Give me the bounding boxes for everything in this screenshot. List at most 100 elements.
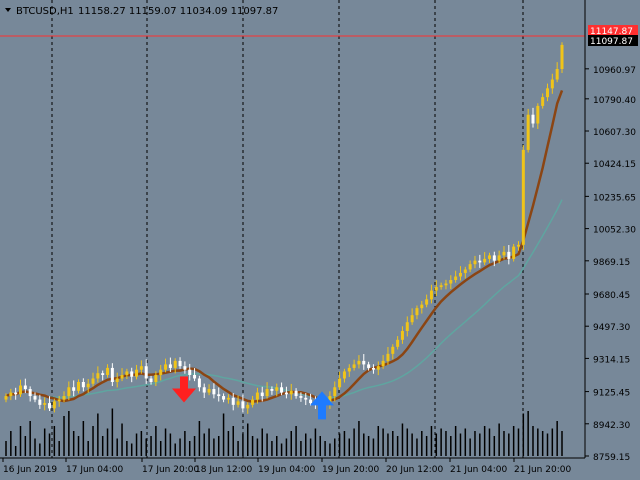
- y-tick-label: 9314.15: [593, 355, 630, 365]
- candle-body: [342, 371, 346, 379]
- candle-body: [536, 105, 540, 124]
- candle-body: [52, 401, 56, 409]
- y-tick-label: 9680.45: [593, 291, 630, 301]
- candle-body: [454, 276, 458, 281]
- y-tick-label: 8759.15: [593, 453, 630, 463]
- candle-body: [400, 331, 404, 340]
- volume-histogram: [5, 408, 563, 456]
- candle-body: [434, 287, 438, 291]
- sell-arrow-icon: [172, 376, 196, 403]
- candle-body: [207, 389, 211, 393]
- candle-body: [405, 322, 409, 332]
- candle-body: [483, 258, 487, 263]
- candle-body: [110, 367, 114, 382]
- x-tick-label: 20 Jun 12:00: [386, 465, 443, 475]
- moving-averages: [5, 89, 564, 403]
- candle-body: [222, 396, 226, 400]
- candle-body: [265, 389, 269, 397]
- candle-body: [9, 392, 13, 397]
- candle-body: [86, 383, 90, 388]
- candle-body: [473, 260, 477, 265]
- candle-body: [173, 360, 177, 368]
- candlestick-series: [4, 42, 564, 414]
- candle-body: [255, 392, 259, 400]
- candle-body: [135, 369, 139, 377]
- y-tick-label: 9869.15: [593, 258, 630, 268]
- candle-body: [521, 149, 525, 245]
- candle-body: [328, 396, 332, 405]
- candle-body: [81, 381, 85, 388]
- x-tick-label: 19 Jun 20:00: [322, 465, 379, 475]
- buy-arrow-icon: [310, 391, 334, 420]
- candle-body: [512, 246, 516, 259]
- candle-body: [357, 360, 361, 365]
- triangle-down-icon[interactable]: [5, 8, 11, 12]
- candle-body: [338, 378, 342, 388]
- candle-body: [91, 378, 95, 384]
- candle-body: [309, 399, 313, 404]
- candle-body: [57, 399, 61, 402]
- candle-body: [289, 390, 293, 395]
- y-tick-label: 10052.30: [593, 226, 636, 236]
- candle-body: [139, 366, 143, 370]
- candle-body: [541, 97, 545, 106]
- candle-body: [444, 283, 448, 286]
- y-tick-label: 10790.40: [593, 96, 636, 106]
- candle-body: [468, 264, 472, 270]
- candle-body: [231, 397, 235, 405]
- candle-body: [304, 397, 308, 400]
- candle-body: [492, 255, 496, 261]
- signal-arrows: [172, 376, 334, 420]
- chart-header: BTCUSD,H1 11158.27 11159.07 11034.09 110…: [5, 6, 278, 17]
- candle-body: [386, 353, 390, 361]
- candle-body: [299, 396, 303, 398]
- slow-ma-line: [5, 199, 563, 399]
- x-tick-label: 21 Jun 04:00: [450, 465, 507, 475]
- y-tick-label: 8942.30: [593, 421, 630, 431]
- candle-body: [280, 387, 284, 393]
- candle-body: [101, 373, 105, 375]
- x-tick-label: 16 Jun 2019: [3, 465, 57, 475]
- candle-body: [545, 88, 549, 98]
- candle-body: [183, 366, 187, 370]
- candle-body: [14, 392, 18, 395]
- candle-body: [96, 373, 100, 379]
- candle-body: [168, 364, 172, 368]
- candle-body: [531, 114, 535, 124]
- price-axis[interactable]: 10960.97 10790.40 10607.30 10424.15 10235.65…: [585, 66, 636, 463]
- candle-body: [130, 371, 134, 377]
- candle-body: [410, 315, 414, 323]
- candle-body: [251, 399, 255, 405]
- candle-body: [367, 364, 371, 368]
- candle-body: [275, 387, 279, 391]
- candle-body: [144, 366, 148, 379]
- x-tick-label: 17 Jun 04:00: [66, 465, 123, 475]
- candle-body: [371, 367, 375, 370]
- candle-body: [352, 364, 356, 368]
- candle-body: [463, 269, 467, 273]
- candle-body: [381, 360, 385, 367]
- candle-body: [333, 387, 337, 397]
- candle-body: [149, 378, 153, 382]
- candle-body: [396, 339, 400, 347]
- candle-body: [284, 392, 288, 395]
- candle-body: [202, 387, 206, 393]
- candle-body: [217, 394, 221, 397]
- candle-body: [347, 367, 351, 372]
- candle-body: [516, 244, 520, 247]
- y-tick-label: 9497.30: [593, 323, 630, 333]
- candle-body: [226, 397, 230, 400]
- candle-body: [391, 346, 395, 354]
- y-tick-label: 10960.97: [593, 66, 636, 76]
- candle-body: [178, 360, 182, 367]
- candle-body: [550, 79, 554, 89]
- current-price-label: 11097.87: [588, 35, 638, 47]
- candle-body: [106, 367, 110, 375]
- candle-body: [77, 381, 81, 391]
- symbol-label: BTCUSD,H1: [16, 6, 74, 17]
- x-tick-label: 21 Jun 20:00: [514, 465, 571, 475]
- candle-body: [62, 396, 66, 400]
